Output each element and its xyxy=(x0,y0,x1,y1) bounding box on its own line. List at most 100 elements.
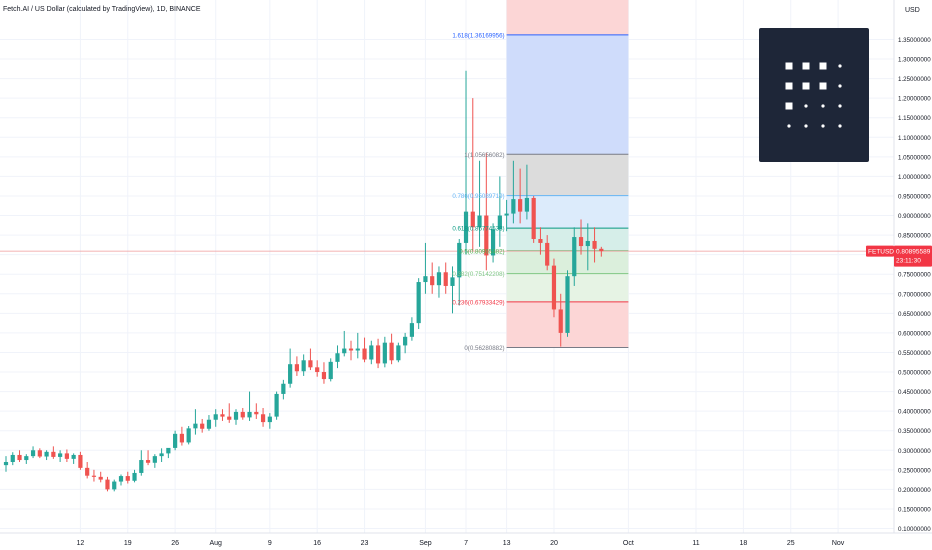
fibonacci-retracement[interactable] xyxy=(506,0,629,348)
candle-up[interactable] xyxy=(436,266,442,298)
tradingview-logo[interactable] xyxy=(759,28,869,162)
candle-up[interactable] xyxy=(186,426,191,445)
candle-up[interactable] xyxy=(463,70,469,255)
candle-up[interactable] xyxy=(409,317,414,341)
candle-down[interactable] xyxy=(254,403,259,419)
candle-down[interactable] xyxy=(294,356,299,376)
candle-up[interactable] xyxy=(416,278,421,329)
candle-down[interactable] xyxy=(315,360,320,377)
candle-down[interactable] xyxy=(17,450,22,462)
fib-level-label: 0.236(0.67933429) xyxy=(452,299,504,306)
candle-up[interactable] xyxy=(585,223,590,271)
candle-up[interactable] xyxy=(328,358,333,382)
candle-up[interactable] xyxy=(382,336,387,368)
candle-up[interactable] xyxy=(24,454,29,464)
candle-up[interactable] xyxy=(152,454,157,468)
candle-body xyxy=(294,364,299,372)
candle-up[interactable] xyxy=(118,474,124,486)
candle-down[interactable] xyxy=(98,471,103,483)
candle-up[interactable] xyxy=(213,409,218,427)
candle-up[interactable] xyxy=(30,446,36,459)
candle-down[interactable] xyxy=(430,262,435,294)
candle-up[interactable] xyxy=(71,453,76,464)
candle-down[interactable] xyxy=(145,450,151,466)
candle-up[interactable] xyxy=(247,391,252,421)
candle-up[interactable] xyxy=(572,227,577,286)
candle-down[interactable] xyxy=(470,98,475,251)
candle-up[interactable] xyxy=(301,354,306,376)
candle-down[interactable] xyxy=(125,471,130,484)
candle-down[interactable] xyxy=(321,362,327,384)
candle-down[interactable] xyxy=(200,418,205,433)
candle-up[interactable] xyxy=(10,452,15,466)
candle-up[interactable] xyxy=(281,379,286,400)
candle-up[interactable] xyxy=(112,479,117,492)
candle-down[interactable] xyxy=(220,409,225,421)
candle-up[interactable] xyxy=(511,160,516,224)
candle-up[interactable] xyxy=(166,447,171,459)
candle-down[interactable] xyxy=(308,348,313,371)
candle-up[interactable] xyxy=(139,450,144,476)
candle-up[interactable] xyxy=(490,223,496,263)
candle-up[interactable] xyxy=(233,409,239,425)
candle-down[interactable] xyxy=(91,469,97,482)
candle-up[interactable] xyxy=(335,345,340,369)
candle-down[interactable] xyxy=(179,426,184,446)
candle-up[interactable] xyxy=(369,340,374,365)
candle-up[interactable] xyxy=(3,456,9,472)
candle-up[interactable] xyxy=(504,199,509,232)
candle-up[interactable] xyxy=(173,430,178,451)
candle-up[interactable] xyxy=(44,450,49,461)
candle-up[interactable] xyxy=(450,266,455,314)
candle-up[interactable] xyxy=(342,330,347,357)
candle-down[interactable] xyxy=(592,227,597,263)
candle-up[interactable] xyxy=(565,270,570,337)
candle-down[interactable] xyxy=(389,333,394,365)
price-axis-panel[interactable] xyxy=(894,0,932,550)
candle-down[interactable] xyxy=(551,258,557,318)
candle-down[interactable] xyxy=(227,403,232,423)
candle-down[interactable] xyxy=(362,337,367,363)
candle-up[interactable] xyxy=(497,176,502,247)
candle-up[interactable] xyxy=(58,450,63,462)
candle-down[interactable] xyxy=(518,168,523,224)
candle-down[interactable] xyxy=(375,338,381,369)
candle-down[interactable] xyxy=(443,262,448,294)
candle-down[interactable] xyxy=(578,219,584,255)
candle-down[interactable] xyxy=(105,476,110,492)
candles[interactable] xyxy=(3,70,604,492)
candle-up[interactable] xyxy=(288,348,293,388)
candle-down[interactable] xyxy=(260,408,266,427)
candle-down[interactable] xyxy=(531,195,536,243)
candle-down[interactable] xyxy=(37,448,42,459)
candle-up[interactable] xyxy=(403,332,408,354)
candle-up[interactable] xyxy=(193,409,198,435)
candle-up[interactable] xyxy=(206,415,212,431)
candle-down[interactable] xyxy=(558,293,563,347)
candle-down[interactable] xyxy=(545,235,550,271)
candle-up[interactable] xyxy=(477,160,482,247)
candle-down[interactable] xyxy=(51,446,56,459)
candle-down[interactable] xyxy=(85,461,90,479)
candle-down[interactable] xyxy=(78,451,83,470)
candle-up[interactable] xyxy=(457,239,462,306)
logo-dot xyxy=(787,124,791,128)
candle-body xyxy=(227,416,232,420)
candle-up[interactable] xyxy=(524,164,530,220)
candle-down[interactable] xyxy=(484,152,489,271)
candle-down[interactable] xyxy=(64,449,69,462)
candle-up[interactable] xyxy=(355,332,360,359)
candle-down[interactable] xyxy=(348,340,354,361)
candle-up[interactable] xyxy=(159,448,164,462)
candle-up[interactable] xyxy=(423,242,428,294)
candle-up[interactable] xyxy=(132,469,137,483)
candle-down[interactable] xyxy=(538,227,543,255)
candle-down[interactable] xyxy=(599,246,604,257)
candle-down[interactable] xyxy=(240,408,245,420)
candle-body xyxy=(348,348,354,351)
candle-up[interactable] xyxy=(267,413,272,429)
candle-up[interactable] xyxy=(396,342,401,363)
candle-up[interactable] xyxy=(274,391,279,420)
time-axis-panel[interactable] xyxy=(0,533,932,550)
